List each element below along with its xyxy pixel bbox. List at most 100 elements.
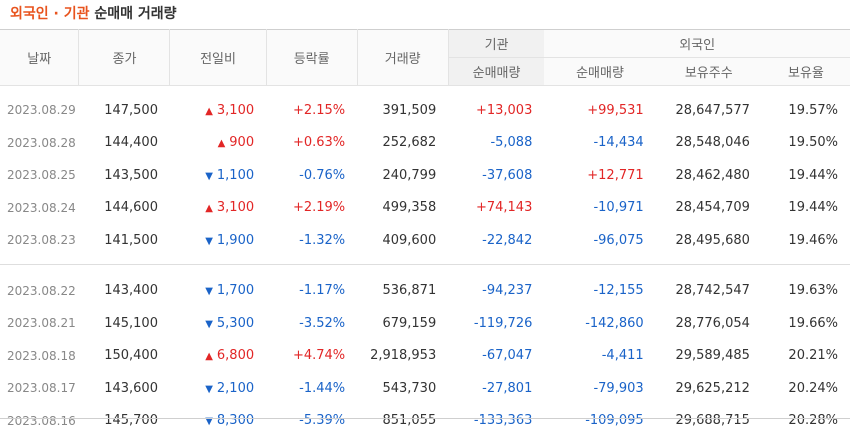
change-value: 6,800 (217, 348, 254, 363)
cell-foreign-net: -14,434 (544, 127, 655, 160)
cell-institution-net: -22,842 (448, 224, 544, 257)
cell-change: ▼ 5,300 (170, 307, 266, 340)
cell-volume: 499,358 (357, 192, 448, 225)
header-volume: 거래량 (357, 30, 448, 86)
header-institution-net: 순매매량 (448, 58, 544, 86)
cell-change: ▲ 3,100 (170, 192, 266, 225)
cell-close: 147,500 (79, 94, 170, 127)
cell-foreign-net: -142,860 (544, 307, 655, 340)
cell-foreign-net: +99,531 (544, 94, 655, 127)
cell-foreign-net: -109,095 (544, 405, 655, 437)
cell-foreign-ratio: 20.21% (762, 340, 850, 373)
change-value: 900 (229, 135, 254, 150)
cell-change: ▲ 3,100 (170, 94, 266, 127)
cell-foreign-ratio: 19.57% (762, 94, 850, 127)
triangle-down-icon: ▼ (205, 319, 213, 330)
change-value: 2,100 (217, 381, 254, 396)
cell-change: ▼8,300 (170, 405, 266, 437)
row-spacer (0, 86, 850, 95)
cell-volume: 240,799 (357, 159, 448, 192)
cell-close: 141,500 (79, 224, 170, 257)
cell-date: 2023.08.18 (0, 340, 79, 373)
row-spacer (0, 257, 850, 265)
cell-institution-net: +13,003 (448, 94, 544, 127)
header-foreign-ratio: 보유율 (762, 58, 850, 86)
cell-foreign-holdings: 28,454,709 (656, 192, 762, 225)
table-bottom-border (0, 418, 850, 419)
cell-foreign-net: -12,155 (544, 275, 655, 308)
cell-rate: -1.17% (266, 275, 357, 308)
triangle-up-icon: ▲ (218, 138, 226, 149)
change-value: 1,100 (217, 168, 254, 183)
cell-date: 2023.08.29 (0, 94, 79, 127)
change-value: 5,300 (217, 316, 254, 331)
cell-volume: 409,600 (357, 224, 448, 257)
cell-close: 143,500 (79, 159, 170, 192)
cell-rate: +0.63% (266, 127, 357, 160)
title-rest: 순매매 거래량 (89, 6, 176, 22)
cell-foreign-holdings: 28,548,046 (656, 127, 762, 160)
cell-rate: +2.15% (266, 94, 357, 127)
cell-change: ▼2,100 (170, 372, 266, 405)
cell-volume: 679,159 (357, 307, 448, 340)
cell-institution-net: -133,363 (448, 405, 544, 437)
header-close: 종가 (79, 30, 170, 86)
triangle-up-icon: ▲ (205, 203, 213, 214)
cell-volume: 252,682 (357, 127, 448, 160)
cell-date: 2023.08.17 (0, 372, 79, 405)
cell-change: ▲ 6,800 (170, 340, 266, 373)
cell-close: 143,400 (79, 275, 170, 308)
change-value: 3,100 (217, 200, 254, 215)
change-value: 3,100 (217, 103, 254, 118)
cell-close: 144,400 (79, 127, 170, 160)
triangle-down-icon: ▼ (205, 286, 213, 297)
triangle-down-icon: ▼ (205, 171, 213, 182)
cell-rate: +4.74% (266, 340, 357, 373)
cell-institution-net: -5,088 (448, 127, 544, 160)
cell-foreign-ratio: 19.44% (762, 192, 850, 225)
cell-institution-net: -27,801 (448, 372, 544, 405)
cell-close: 144,600 (79, 192, 170, 225)
cell-date: 2023.08.24 (0, 192, 79, 225)
cell-foreign-ratio: 19.46% (762, 224, 850, 257)
cell-date: 2023.08.28 (0, 127, 79, 160)
header-foreign-net: 순매매량 (544, 58, 655, 86)
cell-foreign-ratio: 20.24% (762, 372, 850, 405)
cell-foreign-net: -10,971 (544, 192, 655, 225)
cell-volume: 851,055 (357, 405, 448, 437)
cell-foreign-ratio: 20.28% (762, 405, 850, 437)
cell-foreign-holdings: 28,776,054 (656, 307, 762, 340)
header-rate: 등락률 (266, 30, 357, 86)
title-highlight: 외국인 · 기관 (10, 6, 89, 22)
triangle-up-icon: ▲ (205, 351, 213, 362)
cell-foreign-net: -79,903 (544, 372, 655, 405)
cell-foreign-holdings: 29,589,485 (656, 340, 762, 373)
cell-close: 145,100 (79, 307, 170, 340)
cell-volume: 536,871 (357, 275, 448, 308)
cell-close: 143,600 (79, 372, 170, 405)
cell-foreign-holdings: 28,495,680 (656, 224, 762, 257)
cell-date: 2023.08.22 (0, 275, 79, 308)
cell-foreign-net: -96,075 (544, 224, 655, 257)
cell-foreign-ratio: 19.44% (762, 159, 850, 192)
row-spacer (0, 264, 850, 275)
header-date: 날짜 (0, 30, 79, 86)
triangle-up-icon: ▲ (205, 106, 213, 117)
cell-foreign-holdings: 28,742,547 (656, 275, 762, 308)
triangle-down-icon: ▼ (205, 236, 213, 247)
cell-close: 145,700 (79, 405, 170, 437)
cell-volume: 2,918,953 (357, 340, 448, 373)
cell-date: 2023.08.16 (0, 405, 79, 437)
header-institution-group: 기관 (448, 30, 544, 58)
cell-foreign-ratio: 19.63% (762, 275, 850, 308)
cell-rate: -5.39% (266, 405, 357, 437)
cell-volume: 391,509 (357, 94, 448, 127)
